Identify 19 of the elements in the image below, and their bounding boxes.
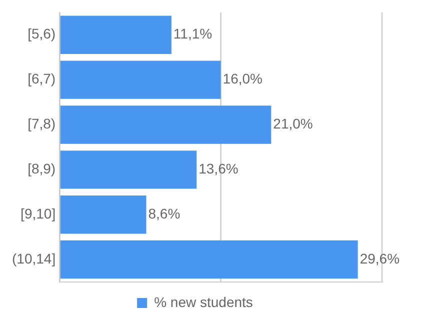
y-tick-label: [7,8) [28,116,56,132]
bar [60,150,197,189]
bar [60,240,358,279]
data-label: 16,0% [222,70,262,87]
bar [60,106,272,144]
legend-label: % new students [154,294,253,310]
bar [60,16,172,54]
y-tick-label: [6,7) [28,70,56,87]
y-tick-label: (10,14] [12,250,56,266]
data-label: 13,6% [198,160,238,177]
data-label: 29,6% [360,250,400,266]
bar [60,196,146,234]
data-label: 11,1% [173,26,212,42]
y-tick-label: [8,9) [28,160,56,177]
bar [60,60,221,99]
data-label: 21,0% [273,116,313,132]
y-tick-label: [5,6) [28,26,56,42]
data-label: 8,6% [148,205,180,222]
y-tick-label: [9,10] [20,205,56,222]
